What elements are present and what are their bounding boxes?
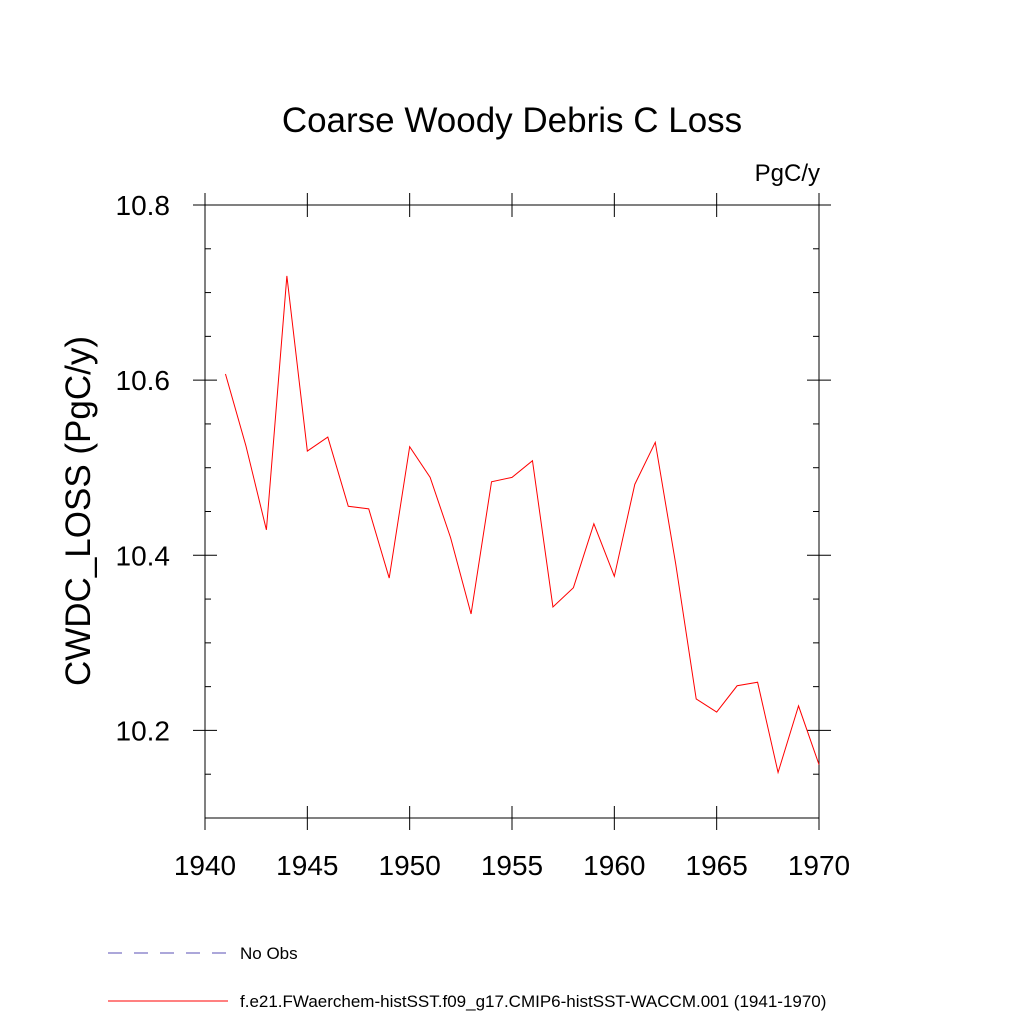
data-point <box>797 704 800 707</box>
data-point <box>306 450 309 453</box>
data-point <box>449 536 452 539</box>
data-point <box>695 697 698 700</box>
data-point <box>756 681 759 684</box>
chart-title: Coarse Woody Debris C Loss <box>282 101 742 140</box>
x-tick-label: 1950 <box>379 850 441 881</box>
data-point <box>224 373 227 376</box>
data-point <box>777 771 780 774</box>
data-point <box>429 476 432 479</box>
series-layer <box>224 274 821 775</box>
x-tick-label: 1960 <box>583 850 645 881</box>
legend-label: No Obs <box>240 944 298 963</box>
data-point <box>367 507 370 510</box>
x-tick-label: 1955 <box>481 850 543 881</box>
data-point <box>674 563 677 566</box>
axis-ticks: 1940 1945 1950 1955 1960 1965 1970 10.2 10.4 10.6… <box>116 190 851 881</box>
data-point <box>470 612 473 615</box>
units-label: PgC/y <box>755 160 820 187</box>
data-point <box>511 476 514 479</box>
data-point <box>408 445 411 448</box>
data-point <box>244 444 247 447</box>
data-point <box>715 711 718 714</box>
y-tick-label: 10.6 <box>116 365 171 396</box>
data-point <box>592 522 595 525</box>
data-point <box>613 575 616 578</box>
data-point <box>551 605 554 608</box>
data-point <box>285 274 288 277</box>
y-tick-label: 10.8 <box>116 190 171 221</box>
y-tick-label: 10.2 <box>116 715 171 746</box>
data-point <box>490 480 493 483</box>
data-point <box>347 505 350 508</box>
x-tick-label: 1965 <box>686 850 748 881</box>
data-point <box>654 441 657 444</box>
data-point <box>388 577 391 580</box>
x-tick-label: 1940 <box>174 850 236 881</box>
data-point <box>531 459 534 462</box>
plot-frame <box>204 204 820 819</box>
data-point <box>265 528 268 531</box>
x-tick-label: 1970 <box>788 850 850 881</box>
data-point <box>818 763 821 766</box>
data-point <box>572 586 575 589</box>
data-point <box>326 436 329 439</box>
data-point <box>736 684 739 687</box>
y-tick-label: 10.4 <box>116 540 171 571</box>
legend-label: f.e21.FWaerchem-histSST.f09_g17.CMIP6-hi… <box>240 992 826 1011</box>
data-point <box>633 483 636 486</box>
series-line <box>224 275 820 775</box>
x-tick-label: 1945 <box>276 850 338 881</box>
y-axis-label: CWDC_LOSS (PgC/y) <box>59 336 98 686</box>
legend: No Obs f.e21.FWaerchem-histSST.f09_g17.CM… <box>108 944 826 1011</box>
